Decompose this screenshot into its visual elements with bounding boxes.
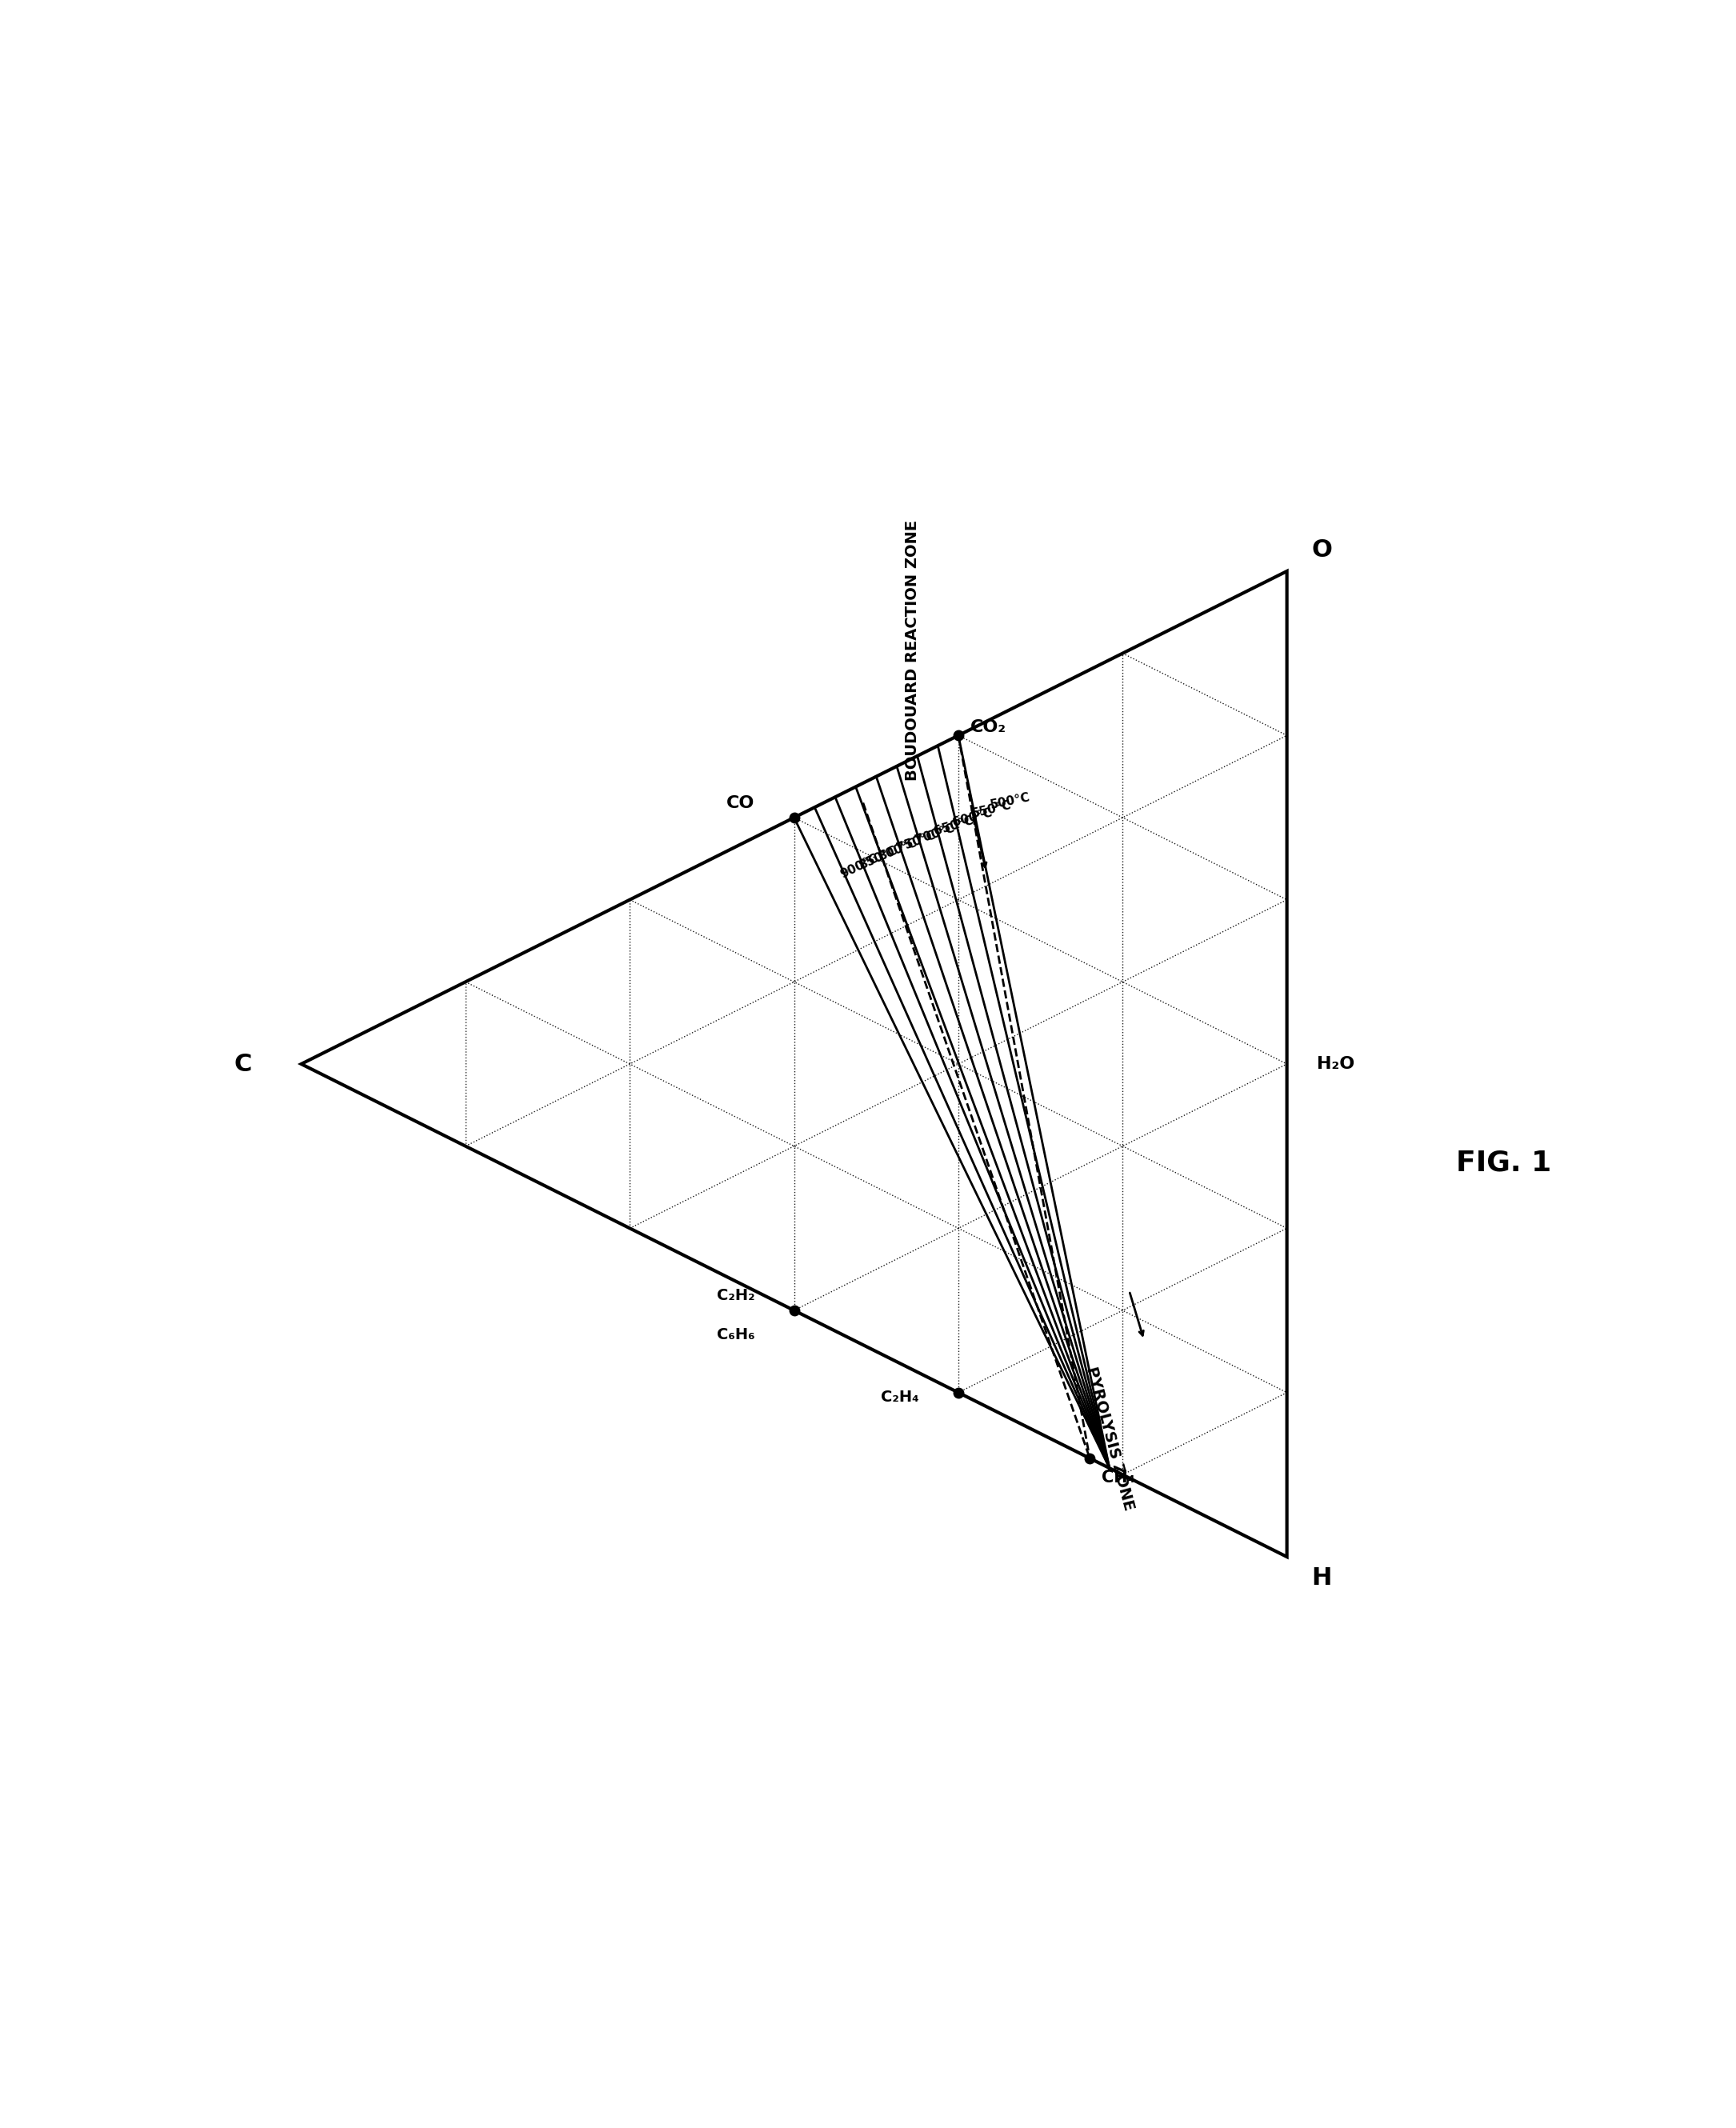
Text: 700°C: 700°C <box>913 821 957 847</box>
Text: FIG. 1: FIG. 1 <box>1457 1149 1552 1177</box>
Text: 500°C: 500°C <box>990 792 1031 811</box>
Text: 850°C: 850°C <box>858 845 899 872</box>
Text: 600°C: 600°C <box>951 807 995 828</box>
Text: H: H <box>1311 1566 1332 1590</box>
Text: C₂H₂: C₂H₂ <box>717 1287 755 1302</box>
Text: CO₂: CO₂ <box>970 719 1007 736</box>
Text: 750°C: 750°C <box>896 830 937 855</box>
Text: 900°C: 900°C <box>838 851 880 881</box>
Text: 800°C: 800°C <box>877 836 918 864</box>
Text: CH₄: CH₄ <box>1102 1470 1135 1485</box>
Text: PYROLYSIS ZONE: PYROLYSIS ZONE <box>1083 1364 1135 1513</box>
Text: CO: CO <box>726 794 755 811</box>
Text: O: O <box>1311 538 1332 562</box>
Text: BOUDOUARD REACTION ZONE: BOUDOUARD REACTION ZONE <box>904 519 920 781</box>
Text: C: C <box>234 1053 252 1075</box>
Text: C₂H₄: C₂H₄ <box>880 1390 918 1404</box>
Text: H₂O: H₂O <box>1316 1055 1354 1073</box>
Text: 550°C: 550°C <box>970 798 1012 819</box>
Text: C₆H₆: C₆H₆ <box>717 1328 755 1343</box>
Text: 650°C: 650°C <box>932 813 976 836</box>
